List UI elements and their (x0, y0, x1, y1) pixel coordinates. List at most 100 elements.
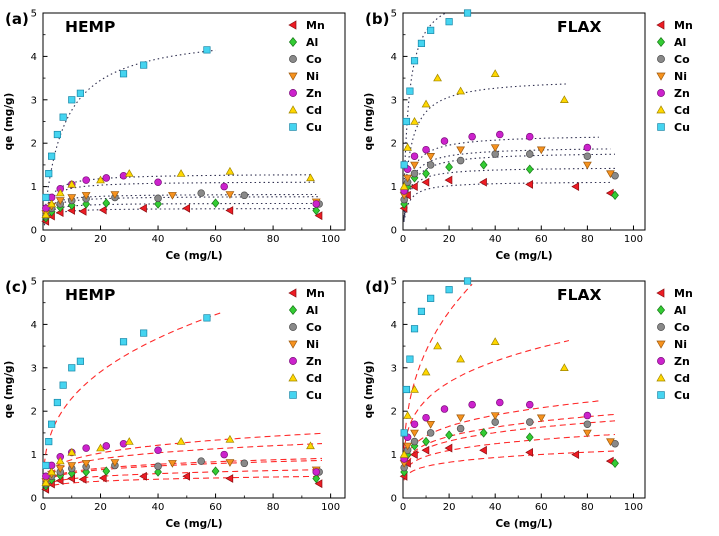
chart-panel-d: 0 20 40 60 80 100 0 1 2 3 4 5 Ce (mg/L) qe (mg/g) (d) F… (363, 277, 693, 531)
legend-label-Mn: Mn (306, 19, 325, 32)
legend-item-Cu: Cu (657, 121, 690, 134)
fit-curve-Zn (43, 443, 323, 482)
legend-item-Ni: Ni (288, 70, 319, 83)
legend-item-Al: Al (656, 304, 686, 317)
x-tick-label: 0 (40, 234, 46, 245)
y-tick-label: 2 (31, 139, 37, 150)
x-tick-label: 100 (321, 234, 340, 245)
x-tick-label: 60 (535, 502, 548, 513)
legend-item-Cd: Cd (656, 104, 690, 117)
y-axis-title: qe (mg/g) (3, 361, 15, 419)
x-axis-title: Ce (mg/L) (495, 518, 552, 530)
y-tick-label: 2 (391, 407, 397, 418)
y-axis-title: qe (mg/g) (363, 361, 375, 419)
x-tick-label: 20 (443, 502, 456, 513)
y-tick-label: 5 (31, 9, 37, 20)
fit-curves (403, 283, 616, 481)
y-tick-label: 0 (391, 494, 397, 505)
fit-curve-Cd (43, 432, 323, 480)
y-tick-label: 3 (391, 95, 397, 106)
y-tick-label: 5 (391, 277, 397, 288)
legend-item-Mn: Mn (288, 287, 325, 300)
legend-label-Ni: Ni (306, 338, 319, 351)
legend: Mn Al Co Ni Zn Cd Cu (288, 19, 325, 134)
chart-panel-a: 0 20 40 60 80 100 0 1 2 3 4 5 Ce (mg/L) qe (mg/g) (a) H… (3, 9, 346, 262)
series-Cd-points (399, 69, 569, 190)
legend-label-Mn: Mn (674, 287, 693, 300)
x-tick-label: 80 (267, 234, 280, 245)
fit-curve-Mn (403, 450, 616, 481)
x-tick-label: 0 (400, 234, 406, 245)
fit-curve-Cu (43, 49, 216, 219)
y-tick-label: 2 (31, 407, 37, 418)
legend-item-Ni: Ni (656, 70, 687, 83)
legend-label-Cu: Cu (674, 121, 690, 134)
series-Cu-points (42, 314, 211, 470)
fit-curve-Co (43, 196, 320, 224)
series-Zn-points (42, 439, 321, 481)
x-axis-title: Ce (mg/L) (165, 250, 222, 262)
y-tick-label: 1 (391, 450, 397, 461)
plot-frame (402, 12, 646, 231)
y-axis-title: qe (mg/g) (3, 93, 15, 151)
legend-label-Mn: Mn (306, 287, 325, 300)
fit-curve-Cu (403, 283, 473, 449)
x-tick-label: 80 (581, 502, 594, 513)
y-tick-label: 4 (391, 320, 397, 331)
series-Mn-points (399, 443, 614, 481)
legend-item-Co: Co (289, 53, 322, 66)
x-tick-label: 100 (624, 234, 643, 245)
series-Co-points (400, 418, 619, 472)
legend-label-Co: Co (674, 53, 690, 66)
y-tick-label: 4 (31, 320, 37, 331)
series-Zn-points (400, 398, 592, 463)
y-tick-label: 1 (391, 182, 397, 193)
x-tick-label: 60 (209, 234, 222, 245)
legend-item-Cu: Cu (289, 121, 322, 134)
fit-curve-Co (403, 153, 616, 221)
y-tick-label: 3 (391, 363, 397, 374)
legend-label-Zn: Zn (306, 87, 322, 100)
series-Cd-points (41, 434, 315, 487)
fit-curve-Co (403, 420, 616, 473)
y-tick-label: 0 (391, 226, 397, 237)
chart-panel-b: 0 20 40 60 80 100 0 1 2 3 4 5 Ce (mg/L) qe (mg/g) (b) F… (363, 9, 693, 263)
series-Co-points (400, 150, 619, 204)
fit-curves (43, 49, 320, 226)
legend-item-Cd: Cd (656, 372, 690, 385)
legend-label-Cd: Cd (674, 104, 690, 117)
series-Al-points (400, 160, 619, 209)
x-tick-label: 0 (40, 502, 46, 513)
y-tick-label: 0 (31, 226, 37, 237)
panel-d-flax: 0 20 40 60 80 100 0 1 2 3 4 5 Ce (mg/L) qe (mg/g) (d) F… (361, 271, 718, 534)
y-tick-label: 4 (391, 52, 397, 63)
y-tick-label: 3 (31, 363, 37, 374)
fit-curve-Mn (403, 181, 611, 223)
y-tick-label: 3 (31, 95, 37, 106)
fit-curve-Zn (43, 181, 317, 221)
x-tick-label: 20 (94, 234, 107, 245)
legend-item-Zn: Zn (289, 355, 322, 368)
panel-title-d: FLAX (557, 286, 601, 304)
legend-item-Co: Co (289, 321, 322, 334)
series-Mn-points (41, 203, 323, 226)
x-tick-label: 100 (321, 502, 340, 513)
fit-curve-Al (403, 433, 616, 476)
panel-label-c: (c) (5, 278, 28, 296)
series-Mn-points (41, 471, 323, 494)
fit-curve-Cd (403, 339, 570, 453)
y-tick-label: 1 (31, 182, 37, 193)
legend-label-Zn: Zn (674, 87, 690, 100)
y-tick-label: 1 (31, 450, 37, 461)
fit-curve-Ni (43, 193, 317, 223)
legend-item-Ni: Ni (656, 338, 687, 351)
plot-frame (402, 280, 646, 499)
y-tick-label: 0 (31, 494, 37, 505)
x-tick-label: 60 (535, 234, 548, 245)
fit-curve-Zn (403, 400, 599, 467)
legend-item-Cu: Cu (289, 389, 322, 402)
x-tick-label: 80 (267, 502, 280, 513)
legend-item-Cd: Cd (288, 104, 322, 117)
series-Ni-points (399, 144, 615, 200)
legend-item-Al: Al (288, 304, 318, 317)
